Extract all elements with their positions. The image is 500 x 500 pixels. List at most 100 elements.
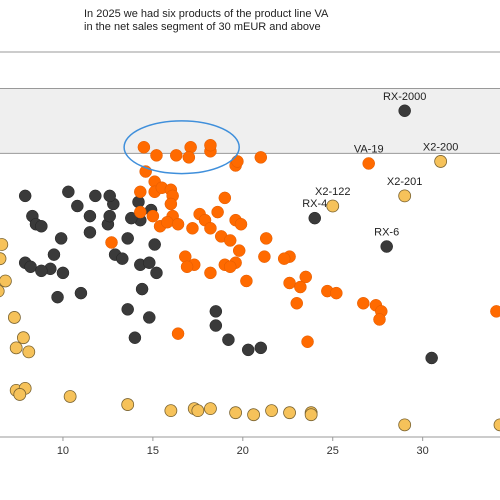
orange-data-point	[105, 236, 118, 249]
dark-data-point	[143, 256, 156, 269]
yellow-data-point	[16, 331, 30, 345]
orange-data-point	[283, 276, 296, 290]
point-label: X2-200	[423, 141, 458, 153]
point-label: RX-6	[374, 227, 399, 239]
yellow-data-point	[283, 406, 296, 420]
annotation-line-1: In 2025 we had six products of the produ…	[84, 8, 329, 20]
yellow-data-point	[121, 398, 135, 411]
yellow-data-point	[326, 199, 340, 213]
point-label: RX-4	[302, 198, 327, 210]
orange-data-point	[362, 157, 375, 170]
yellow-data-point	[434, 155, 448, 168]
band-layer	[0, 87, 500, 154]
orange-data-point	[171, 327, 185, 340]
point-layer	[0, 104, 500, 432]
point-label: X2-122	[315, 186, 350, 198]
dark-data-point	[222, 333, 235, 346]
dark-data-point	[18, 189, 32, 203]
dark-data-point	[103, 189, 116, 203]
dark-data-point	[425, 351, 438, 365]
yellow-data-point	[398, 189, 412, 203]
orange-data-point	[277, 252, 291, 265]
dark-data-point	[135, 282, 149, 296]
orange-data-point	[161, 215, 174, 229]
yellow-data-point	[22, 345, 36, 359]
dark-data-point	[35, 264, 48, 278]
dark-data-point	[35, 220, 48, 233]
x-tick-label: 25	[327, 445, 339, 457]
dark-data-point	[150, 266, 163, 280]
dark-data-point	[83, 209, 97, 223]
yellow-data-point	[0, 284, 5, 298]
orange-data-point	[204, 138, 217, 152]
yellow-data-point	[0, 238, 9, 251]
x-tick-label: 10	[57, 445, 69, 457]
dark-data-point	[54, 232, 68, 245]
dark-data-point	[380, 240, 393, 253]
x-tick-label: 20	[237, 445, 249, 457]
yellow-data-point	[63, 390, 77, 403]
highlight-ellipse	[123, 120, 240, 175]
yellow-data-point	[204, 402, 217, 416]
dark-data-point	[308, 211, 321, 225]
orange-data-point	[182, 151, 196, 164]
axis-layer: 10 15 20 25 30	[0, 51, 500, 457]
point-label: VA-19	[354, 143, 384, 155]
annotation-line-2: in the net sales segment of 30 mEUR and …	[84, 21, 321, 33]
orange-data-point	[223, 260, 237, 274]
orange-data-point	[373, 313, 386, 326]
dark-data-point	[56, 266, 70, 280]
orange-data-point	[294, 280, 307, 294]
orange-data-point	[171, 217, 185, 231]
dark-data-point	[51, 290, 64, 304]
orange-data-point	[254, 151, 268, 164]
orange-data-point	[204, 266, 217, 280]
orange-data-point	[240, 274, 253, 288]
orange-data-point	[231, 155, 244, 168]
yellow-data-point	[7, 311, 21, 324]
point-label: RX-2000	[383, 91, 426, 103]
dark-data-point	[209, 319, 223, 332]
orange-data-point	[180, 260, 194, 274]
dark-data-point	[143, 311, 156, 324]
dark-data-point	[209, 305, 223, 318]
orange-data-point	[137, 140, 151, 154]
dark-data-point	[71, 199, 84, 213]
orange-data-point	[258, 250, 271, 263]
yellow-data-point	[265, 404, 278, 418]
yellow-data-point	[9, 341, 23, 355]
orange-data-point	[234, 217, 248, 231]
x-tick-label: 15	[147, 445, 159, 457]
orange-data-point	[204, 222, 217, 235]
orange-data-point	[299, 270, 313, 284]
orange-data-point	[223, 234, 237, 247]
orange-data-point	[134, 185, 147, 199]
dark-data-point	[241, 343, 255, 357]
point-label: X2-201	[387, 176, 422, 188]
dark-data-point	[128, 331, 142, 344]
yellow-data-point	[13, 388, 27, 401]
orange-data-point	[211, 205, 224, 219]
yellow-data-point	[304, 408, 318, 422]
dark-data-point	[121, 232, 134, 245]
orange-data-point	[490, 305, 500, 318]
yellow-data-point	[0, 274, 12, 288]
yellow-data-point	[0, 252, 7, 266]
orange-data-point	[290, 297, 304, 310]
orange-data-point	[218, 191, 232, 205]
dark-data-point	[116, 252, 129, 265]
dark-data-point	[125, 211, 138, 225]
dark-data-point	[254, 341, 268, 355]
dark-data-point	[398, 104, 411, 118]
orange-data-point	[357, 297, 370, 310]
dark-data-point	[121, 303, 134, 316]
orange-data-point	[134, 205, 147, 219]
yellow-data-point	[493, 418, 500, 432]
dark-data-point	[83, 226, 97, 239]
orange-data-point	[330, 286, 343, 300]
yellow-data-point	[247, 408, 260, 422]
dark-data-point	[62, 185, 75, 199]
dark-data-point	[148, 238, 161, 251]
